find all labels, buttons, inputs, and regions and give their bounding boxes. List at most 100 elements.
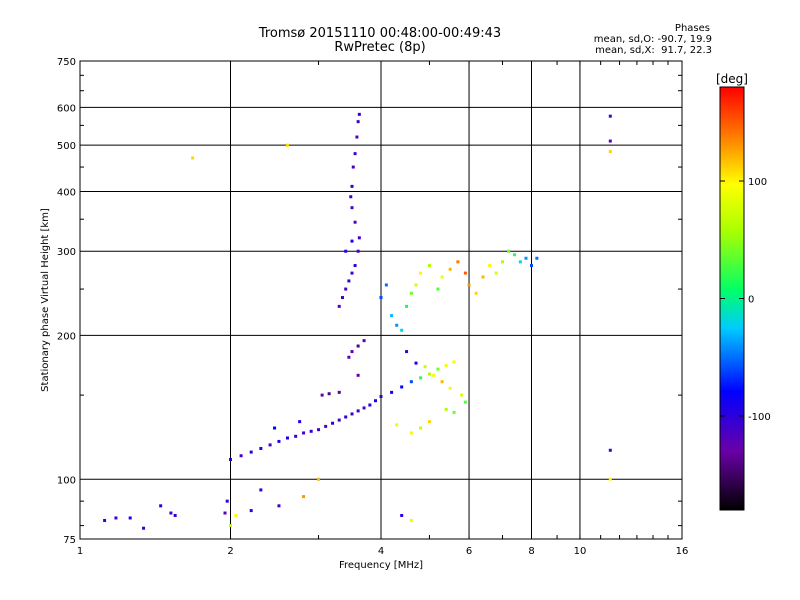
data-point [223,511,227,515]
y-tick-label: 300 [57,247,76,258]
data-point [249,509,253,513]
data-point [351,165,355,169]
data-point [259,446,263,450]
data-point [285,436,289,440]
data-point [474,291,478,295]
data-point [337,390,341,394]
data-point [309,429,313,433]
data-point [456,260,460,264]
data-point [362,339,366,343]
data-point [436,367,440,371]
data-point [444,363,448,367]
data-point [518,260,522,264]
data-point [448,386,452,390]
data-point [409,380,413,384]
data-point [460,393,464,397]
data-point [379,296,383,300]
data-point [353,220,357,224]
data-point [229,524,232,528]
data-point [355,135,359,139]
data-point [229,457,232,461]
data-point [353,264,357,268]
data-point [419,376,423,380]
data-point [419,271,423,275]
data-point [414,283,418,287]
y-tick-label: 400 [57,187,76,198]
data-point [530,264,533,268]
x-axis-label: Frequency [MHz] [339,560,423,571]
data-point [357,236,361,240]
data-point [427,372,431,376]
data-point [239,454,243,458]
data-point [103,518,107,522]
data-point [324,424,328,428]
data-point [159,504,163,508]
x-tick-label: 10 [574,546,587,557]
data-point [608,114,612,118]
data-point [356,120,360,124]
data-point [452,360,456,364]
data-point [128,516,132,520]
data-point [353,152,357,156]
y-tick-label: 500 [57,141,76,152]
data-point [608,149,612,153]
colorbar-tick-label: 0 [748,295,754,306]
data-point [302,431,306,435]
data-point [225,499,229,503]
data-point [440,380,444,384]
y-tick-label: 100 [57,475,76,486]
data-point [114,516,118,520]
data-point [356,344,360,348]
data-point [436,287,440,291]
data-point [432,373,436,377]
data-point [390,314,394,318]
chart-subtitle: RwPretec (8p) [334,40,426,55]
data-point [356,409,360,413]
data-point [400,385,404,389]
data-point [507,249,511,253]
data-point [501,260,505,264]
colorbar-tick-label: -100 [748,412,771,423]
data-point [400,513,404,517]
data-point [467,283,471,287]
data-point [234,513,238,517]
data-point [317,428,321,432]
data-point [405,350,409,354]
data-point [390,390,394,394]
data-point [409,291,413,295]
data-point [344,249,348,253]
data-point [347,355,351,359]
data-point [379,394,383,398]
data-point [350,184,354,188]
x-tick-label: 2 [227,546,233,557]
data-point [356,249,360,253]
data-point [494,271,498,275]
x-tick-label: 1 [77,546,83,557]
data-point [142,526,146,530]
data-point [452,410,456,414]
data-point [344,287,348,291]
colorbar-label: [deg] [716,72,748,86]
data-point [285,143,289,147]
legend-line-o: mean, sd,O: -90.7, 19.9 [593,34,712,45]
data-point [374,399,378,403]
y-tick-label: 750 [57,57,76,68]
data-point [481,275,485,279]
data-point [173,513,177,517]
data-point [444,407,448,411]
data-point [448,267,452,271]
x-tick-label: 8 [528,546,534,557]
y-tick-label: 75 [63,535,76,546]
data-point [409,518,413,522]
data-point [356,373,360,377]
data-point [347,279,351,283]
data-point [535,256,539,260]
data-point [362,406,366,410]
x-tick-label: 6 [466,546,472,557]
data-point [259,488,263,492]
data-point [298,420,302,424]
data-point [350,206,354,210]
data-point [349,195,353,199]
data-point [513,253,517,257]
